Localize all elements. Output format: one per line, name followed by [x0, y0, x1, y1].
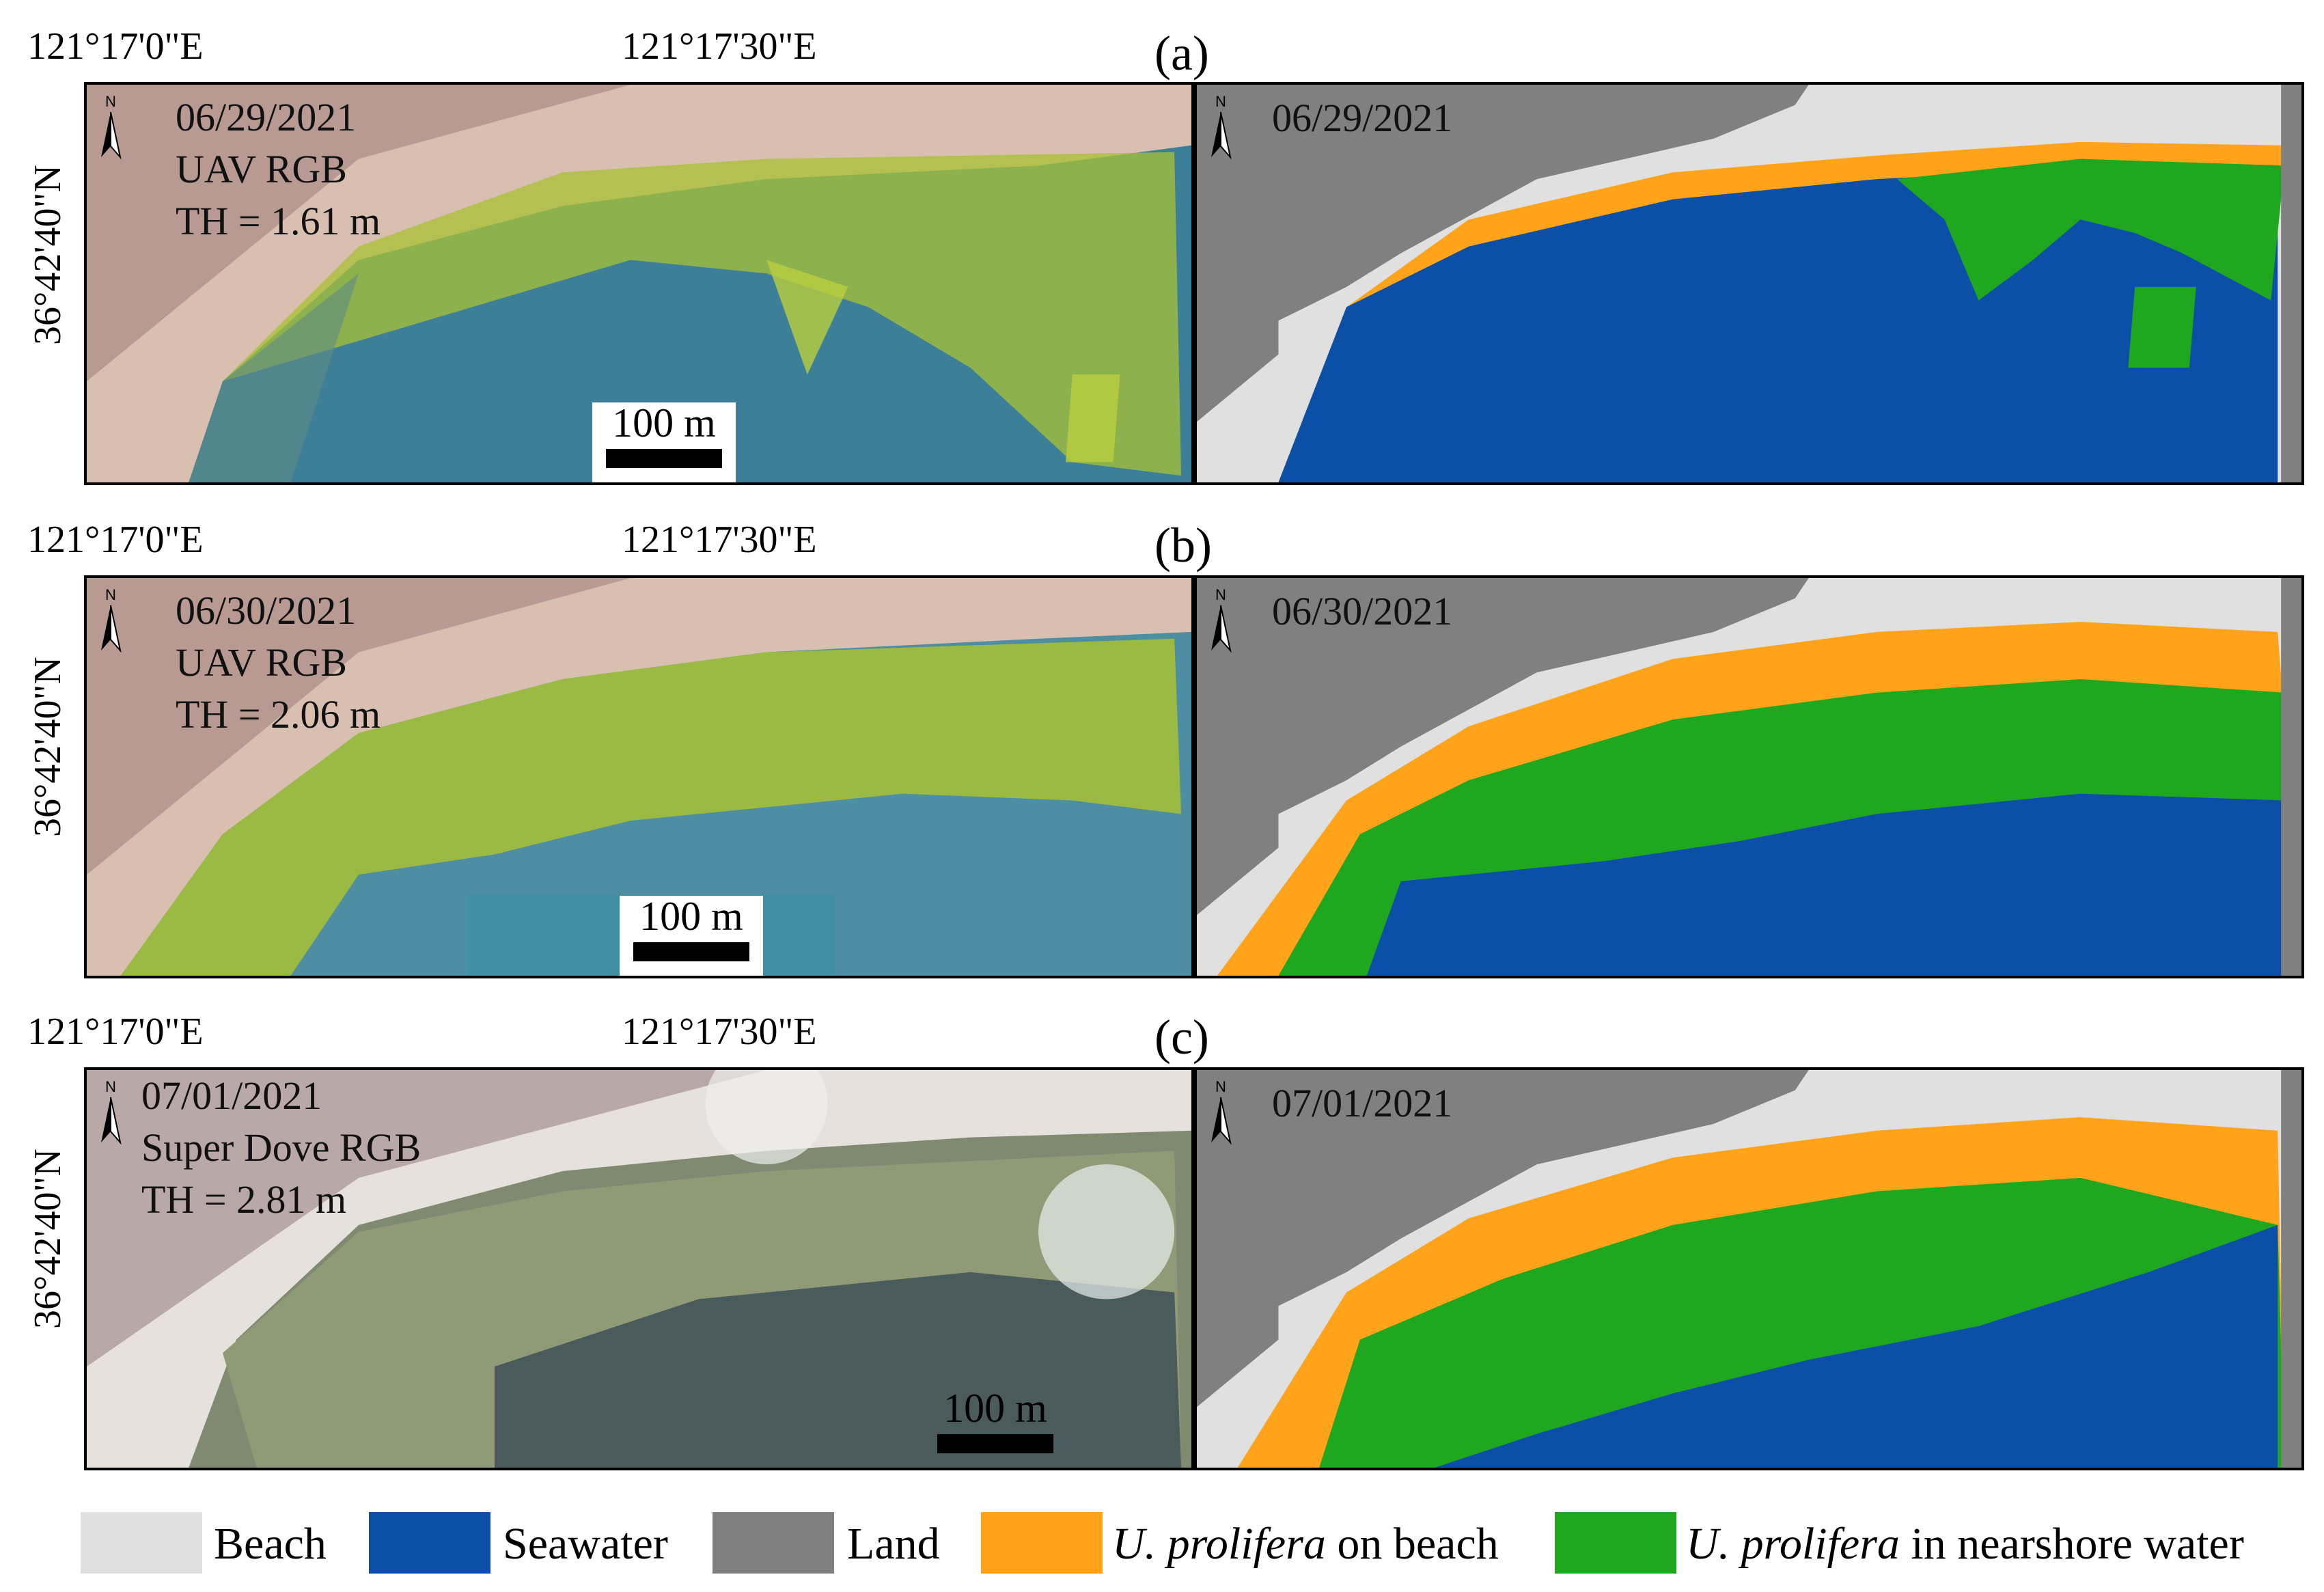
legend: Beach Seawater Land U. prolifera on beac…: [81, 1507, 2314, 1575]
panel-letter: (b): [1154, 518, 1212, 573]
sensor-label: Super Dove RGB: [141, 1125, 421, 1170]
scale-bar: 100 m: [592, 400, 736, 482]
classification-map-c: 07/01/2021: [1194, 1067, 2304, 1470]
lon-left-label: 121°17'0"E: [27, 25, 204, 68]
legend-swatch-seawater: [369, 1512, 490, 1574]
scale-label: 100 m: [943, 1386, 1047, 1431]
legend-swatch-beach: [81, 1512, 202, 1574]
panel-letter: (c): [1154, 1010, 1209, 1065]
info-block: 07/01/2021 Super Dove RGB TH = 2.81 m: [141, 1070, 421, 1226]
sensor-label: UAV RGB: [176, 147, 347, 191]
legend-label-u-prolifera-water: U. prolifera in nearshore water: [1686, 1522, 2244, 1567]
lat-label: 36°42'40"N: [27, 1149, 69, 1329]
species-name: U. prolifera: [1686, 1519, 1900, 1569]
tide-height-label: TH = 1.61 m: [176, 199, 381, 243]
date-label: 07/01/2021: [141, 1073, 322, 1118]
info-block: 06/29/2021 UAV RGB TH = 1.61 m: [176, 92, 381, 247]
species-name: U. prolifera: [1112, 1519, 1326, 1569]
scale-bar-line: [633, 942, 749, 961]
legend-label-u-prolifera-beach: U. prolifera on beach: [1112, 1522, 1499, 1567]
north-arrow-icon: [100, 92, 121, 158]
tide-height-label: TH = 2.06 m: [176, 692, 381, 737]
north-arrow-icon: [1211, 586, 1231, 651]
uav-photo-a: 06/29/2021 UAV RGB TH = 1.61 m 100 m: [84, 82, 1194, 485]
lat-label: 36°42'40"N: [27, 657, 69, 837]
lat-label: 36°42'40"N: [27, 165, 69, 345]
uav-photo-b: 06/30/2021 UAV RGB TH = 2.06 m 100 m: [84, 575, 1194, 978]
legend-swatch-u-prolifera-water: [1555, 1512, 1676, 1574]
north-arrow-icon: [1211, 1078, 1231, 1143]
scale-bar-line: [606, 449, 722, 468]
north-arrow-icon: [100, 1078, 121, 1143]
legend-label-land: Land: [847, 1519, 940, 1569]
sensor-label: UAV RGB: [176, 640, 347, 685]
legend-swatch-land: [713, 1512, 834, 1574]
date-label: 07/01/2021: [1272, 1081, 1453, 1125]
lon-right-label: 121°17'30"E: [622, 519, 817, 561]
legend-label-seawater: Seawater: [503, 1519, 668, 1569]
scale-label: 100 m: [639, 894, 743, 939]
info-block: 06/30/2021 UAV RGB TH = 2.06 m: [176, 585, 381, 741]
scale-label: 100 m: [612, 400, 716, 445]
date-label: 06/29/2021: [1272, 96, 1453, 140]
date-label: 06/30/2021: [176, 588, 357, 633]
lon-right-label: 121°17'30"E: [622, 25, 817, 68]
date-label: 06/29/2021: [176, 95, 357, 139]
legend-swatch-u-prolifera-beach: [981, 1512, 1103, 1574]
scale-bar-line: [937, 1434, 1053, 1453]
lon-left-label: 121°17'0"E: [27, 519, 204, 561]
date-label: 06/30/2021: [1272, 589, 1453, 633]
tide-height-label: TH = 2.81 m: [141, 1177, 347, 1222]
legend-suffix: on beach: [1337, 1519, 1499, 1569]
legend-label-beach: Beach: [214, 1519, 327, 1569]
classification-map-b: 06/30/2021: [1194, 575, 2304, 978]
classification-map-a: 06/29/2021: [1194, 82, 2304, 485]
lon-left-label: 121°17'0"E: [27, 1011, 204, 1053]
legend-suffix: in nearshore water: [1911, 1519, 2244, 1569]
panel-letter: (a): [1154, 26, 1209, 81]
lon-right-label: 121°17'30"E: [622, 1011, 817, 1053]
north-arrow-icon: [1211, 92, 1231, 158]
scale-bar: 100 m: [924, 1386, 1067, 1468]
scale-bar: 100 m: [620, 894, 763, 976]
north-arrow-icon: [100, 586, 121, 651]
satellite-photo-c: 07/01/2021 Super Dove RGB TH = 2.81 m 10…: [84, 1067, 1194, 1470]
